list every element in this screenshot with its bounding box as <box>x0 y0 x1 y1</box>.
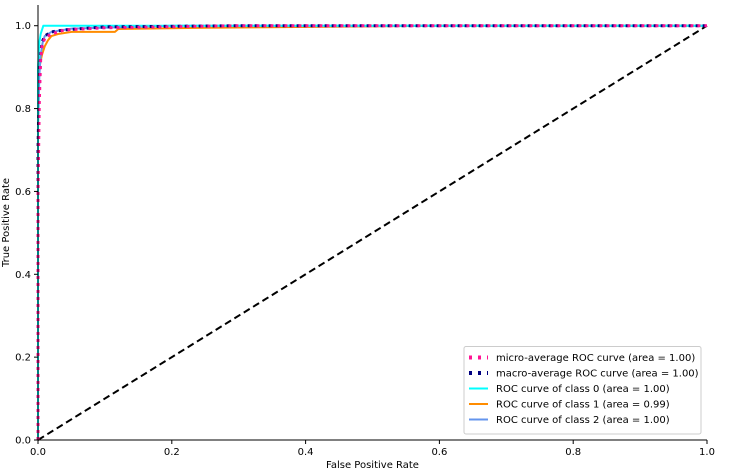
legend-entry-label: ROC curve of class 0 (area = 1.00) <box>496 384 670 395</box>
legend-box <box>463 346 702 435</box>
legend-entry-label: ROC curve of class 1 (area = 0.99) <box>496 400 670 411</box>
y-tick-label: 0.2 <box>15 353 31 364</box>
ticks-layer: 0.0 0.2 0.4 0.6 0.8 1.0 0.0 0.2 0.4 0.6 0.8 1.0 <box>15 21 715 458</box>
legend-entry-label: ROC curve of class 2 (area = 1.00) <box>496 415 670 426</box>
y-tick-label: 0.8 <box>15 104 31 115</box>
legend-entry-label: micro-average ROC curve (area = 1.00) <box>496 353 695 364</box>
y-tick-label: 0.0 <box>15 436 31 447</box>
legend-entry-label: macro-average ROC curve (area = 1.00) <box>496 369 699 380</box>
y-tick-label: 1.0 <box>15 21 31 32</box>
x-tick-label: 1.0 <box>699 447 715 458</box>
y-tick-label: 0.4 <box>15 270 31 281</box>
x-tick-label: 0.4 <box>298 447 314 458</box>
x-tick-label: 0.6 <box>431 447 447 458</box>
axes-layer <box>37 5 707 441</box>
x-tick-label: 0.2 <box>164 447 180 458</box>
roc-series-line <box>36 24 707 440</box>
y-tick-label: 0.6 <box>15 187 31 198</box>
x-tick-label: 0.8 <box>565 447 581 458</box>
y-axis-label: True Positive Rate <box>1 178 12 268</box>
chance-diagonal-line <box>37 24 708 441</box>
x-tick-label: 0.0 <box>30 447 46 458</box>
legend: micro-average ROC curve (area = 1.00) mac… <box>463 346 702 435</box>
x-axis-label: False Positive Rate <box>326 460 419 468</box>
